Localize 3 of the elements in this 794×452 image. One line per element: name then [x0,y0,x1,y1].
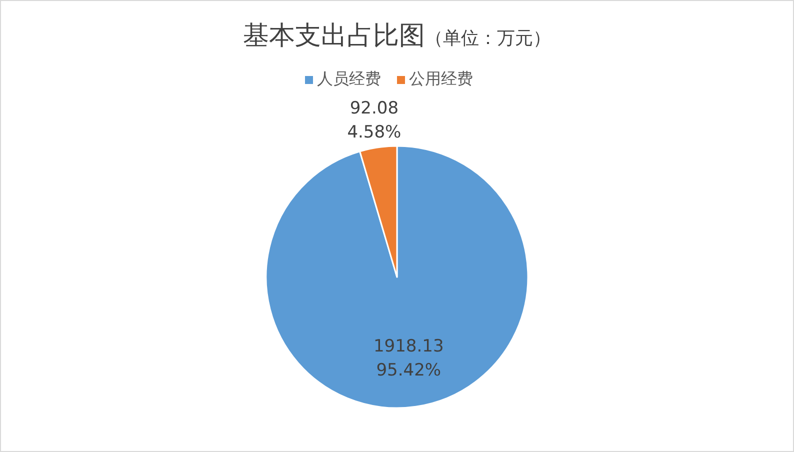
legend-label: 人员经费 [317,69,381,88]
legend-label: 公用经费 [409,69,473,88]
title: 基本支出占比图（单位：万元） [243,21,551,51]
